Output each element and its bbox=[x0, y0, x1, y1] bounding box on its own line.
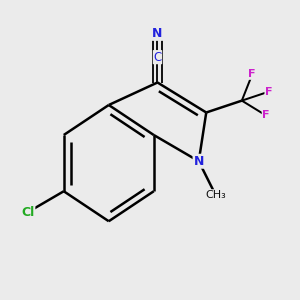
Text: F: F bbox=[248, 70, 256, 80]
Text: C: C bbox=[153, 51, 162, 64]
Text: Cl: Cl bbox=[22, 206, 35, 218]
Text: CH₃: CH₃ bbox=[205, 190, 226, 200]
Text: F: F bbox=[265, 87, 272, 97]
Text: F: F bbox=[262, 110, 269, 120]
Text: N: N bbox=[194, 155, 204, 168]
Text: N: N bbox=[152, 27, 163, 40]
